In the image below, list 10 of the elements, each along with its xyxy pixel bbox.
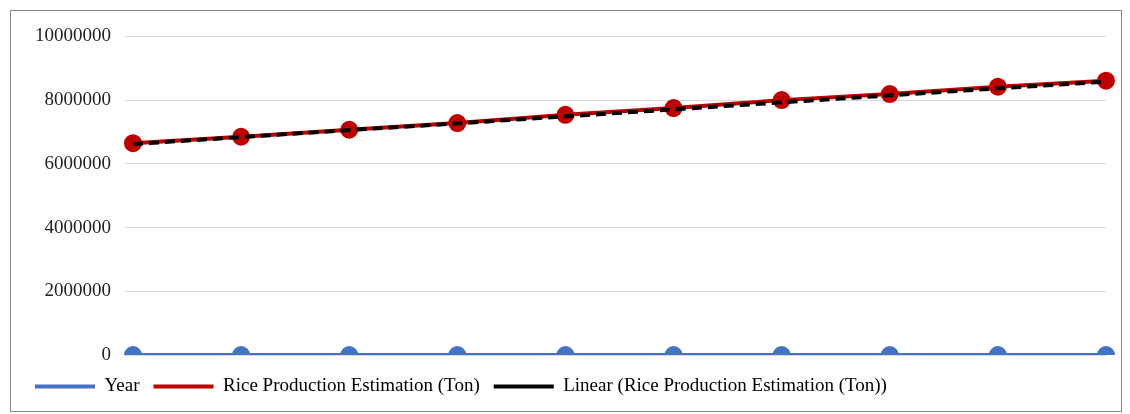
y-tick-label: 10000000 (35, 24, 111, 46)
legend-label: Linear (Rice Production Estimation (Ton)) (563, 374, 887, 397)
y-tick-label: 0 (101, 342, 111, 364)
y-tick-label: 2000000 (44, 279, 111, 301)
y-tick-label: 4000000 (44, 215, 111, 237)
legend-label: Year (104, 374, 141, 396)
point (1097, 71, 1115, 90)
y-tick-label: 8000000 (44, 88, 111, 110)
legend-label: Rice Production Estimation (Ton) (223, 374, 480, 397)
y-tick-label: 6000000 (44, 151, 111, 173)
